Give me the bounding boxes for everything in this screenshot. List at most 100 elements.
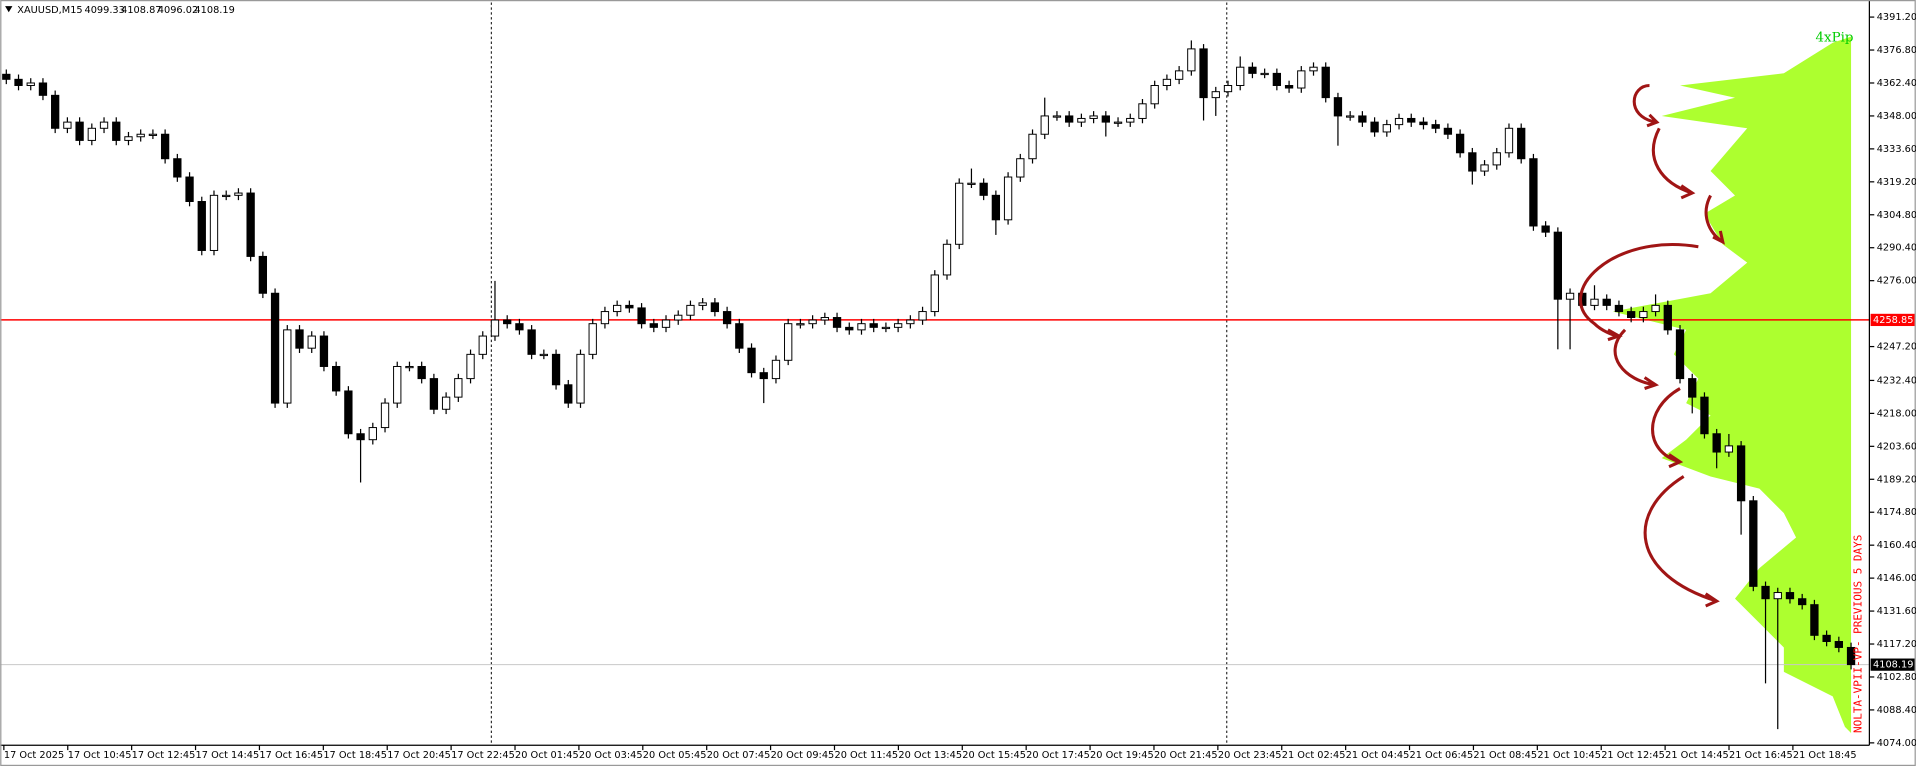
y-tick-label: 4319.20: [1877, 177, 1916, 188]
arrows: [1579, 83, 1725, 608]
candle-body: [955, 182, 964, 245]
x-tick-label: 21 Oct 10:45: [1537, 750, 1601, 761]
candle-body: [1590, 298, 1599, 306]
candle-body: [283, 329, 292, 404]
candle-body: [612, 304, 622, 313]
y-tick-label: 4203.60: [1877, 441, 1916, 452]
candle-body: [1785, 592, 1795, 600]
candle-body: [600, 311, 610, 325]
candle-body: [417, 365, 426, 380]
candle-body: [1187, 48, 1196, 72]
candle-body: [1382, 124, 1391, 133]
candle-body: [1736, 445, 1746, 502]
x-tick-label: 21 Oct 14:45: [1665, 750, 1729, 761]
candle-body: [674, 314, 683, 321]
candle-body: [1822, 634, 1831, 642]
candle-body: [1553, 231, 1563, 300]
candle-body: [698, 302, 707, 306]
x-tick-label: 20 Oct 19:45: [1090, 750, 1154, 761]
candle-body: [197, 201, 206, 251]
y-tick-label: 4232.40: [1877, 375, 1916, 386]
candle-body: [1688, 378, 1697, 398]
candle-body: [307, 335, 316, 349]
candle-body: [1260, 72, 1269, 76]
candle-body: [1223, 85, 1233, 93]
candle-body: [478, 335, 487, 355]
x-tick-label: 17 Oct 18:45: [323, 750, 387, 761]
candle-body: [75, 121, 84, 141]
candle-body: [1346, 115, 1355, 118]
candle-body: [490, 319, 500, 337]
x-tick-label: 21 Oct 02:45: [1282, 750, 1346, 761]
y-tick-label: 4131.60: [1877, 606, 1916, 617]
candle-body: [222, 194, 231, 198]
candle-body: [1834, 641, 1843, 648]
candle-body: [1419, 121, 1428, 126]
candle-body: [625, 304, 634, 309]
candle-body: [1541, 225, 1550, 233]
candle-body: [246, 192, 255, 257]
candle-body: [1358, 115, 1367, 123]
candle-body: [1040, 115, 1049, 135]
arrow: [1704, 194, 1725, 245]
candle-body: [1077, 117, 1086, 123]
candle-body: [1761, 585, 1770, 600]
x-tick-label: 21 Oct 08:45: [1473, 750, 1537, 761]
candle-body: [1321, 66, 1330, 99]
candle-body: [1492, 152, 1501, 166]
candle-body: [209, 194, 219, 251]
candle-body: [686, 304, 695, 316]
annotation: 4xPip: [1815, 30, 1853, 45]
candle-body: [857, 323, 866, 331]
arrow: [1632, 83, 1660, 128]
candle-body: [368, 427, 377, 441]
candle-body: [881, 326, 891, 330]
candle-body: [1211, 91, 1220, 99]
candle-body: [148, 133, 158, 136]
price-axis-bg: [1869, 0, 1916, 766]
candle-body: [710, 302, 720, 313]
candle-body: [51, 94, 60, 129]
y-tick-label: 4160.40: [1877, 540, 1916, 551]
candle-body: [1504, 127, 1514, 154]
candle-body: [1651, 304, 1660, 313]
candle-body: [1126, 117, 1135, 123]
candle-body: [784, 323, 793, 361]
candle-body: [1724, 445, 1734, 453]
candle-body: [1602, 298, 1611, 306]
candle-body: [1773, 592, 1782, 600]
x-tick-label: 20 Oct 03:45: [579, 750, 643, 761]
candle-body: [87, 127, 96, 141]
x-tick-label: 21 Oct 06:45: [1410, 750, 1474, 761]
y-tick-label: 4333.60: [1877, 144, 1916, 155]
candle-body: [332, 365, 341, 392]
indicator-label: NOLTA-VPII-VP- PREVIOUS 5 DAYS: [1851, 535, 1864, 733]
price-label-box: [1870, 313, 1915, 327]
y-tick-label: 4146.00: [1877, 573, 1916, 584]
candle-body: [796, 323, 805, 326]
candle-body: [893, 323, 903, 328]
candle-body: [1529, 158, 1538, 227]
candle-body: [441, 396, 451, 410]
candle-body: [1333, 97, 1343, 117]
x-tick-label: 20 Oct 21:45: [1154, 750, 1218, 761]
header-value: 4108.87: [121, 5, 161, 16]
price-label: 4258.85: [1873, 315, 1913, 326]
symbol: XAUUSD,M15: [17, 5, 82, 16]
candle-body: [820, 317, 829, 321]
candle-body: [503, 319, 512, 325]
candle-body: [1455, 133, 1465, 154]
candle-body: [1297, 70, 1306, 89]
candle-body: [979, 182, 988, 196]
candle-body: [356, 433, 365, 441]
candle-body: [1394, 117, 1404, 126]
candle-body: [319, 335, 329, 367]
candle-body: [1517, 127, 1526, 160]
candle-body: [63, 121, 72, 129]
price-label-box: [1870, 658, 1915, 671]
candle-body: [735, 323, 744, 349]
candle-body: [722, 311, 732, 325]
candle-body: [1626, 311, 1636, 319]
